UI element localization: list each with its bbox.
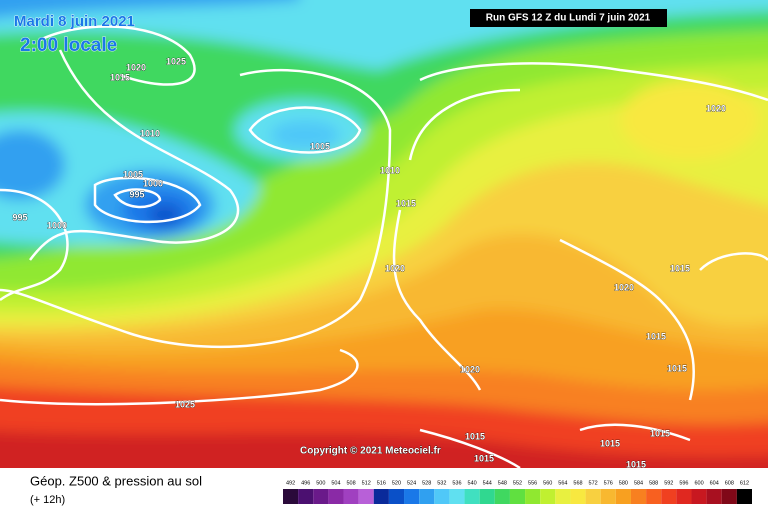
scale-swatch xyxy=(313,489,329,504)
scale-label: 588 xyxy=(649,480,658,486)
scale-swatch xyxy=(509,489,526,504)
scale-swatch xyxy=(630,489,647,504)
local-time: 2:00 locale xyxy=(20,35,117,56)
scale-swatch xyxy=(479,489,495,504)
scale-label: 560 xyxy=(543,480,552,486)
isobar-label: 1000 xyxy=(47,220,67,230)
isobar-label: 1025 xyxy=(166,56,186,66)
scale-swatch xyxy=(555,489,571,504)
scale-label: 508 xyxy=(346,480,355,486)
scale-swatch xyxy=(449,489,465,504)
copyright: Copyright © 2021 Meteociel.fr xyxy=(300,446,441,457)
scale-swatch xyxy=(691,489,707,504)
scale-label: 548 xyxy=(498,480,507,486)
scale-swatch xyxy=(585,489,601,504)
isobar-label: 1015 xyxy=(646,331,666,341)
isobar-label: 1010 xyxy=(380,165,400,175)
scale-swatch xyxy=(615,489,631,504)
scale-label: 496 xyxy=(301,480,310,486)
scale-swatch xyxy=(676,489,692,504)
scale-swatch xyxy=(373,489,389,504)
scale-swatch xyxy=(721,489,737,504)
isobar-label: 1020 xyxy=(706,103,726,113)
isobars xyxy=(0,25,768,468)
isobar-label: 995 xyxy=(129,189,144,199)
scale-swatch xyxy=(540,489,556,504)
scale-label: 596 xyxy=(679,480,688,486)
map-field xyxy=(0,0,768,468)
scale-label: 608 xyxy=(725,480,734,486)
scale-label: 572 xyxy=(589,480,598,486)
isobar-label: 1015 xyxy=(667,363,687,373)
scale-label: 584 xyxy=(634,480,643,486)
scale-label: 516 xyxy=(377,480,386,486)
scale-swatch xyxy=(404,489,420,504)
scale-label: 592 xyxy=(664,480,673,486)
scale-label: 552 xyxy=(513,480,522,486)
scale-swatch xyxy=(298,489,314,504)
isobar-label: 1020 xyxy=(614,282,634,292)
scale-label: 540 xyxy=(468,480,477,486)
scale-label: 492 xyxy=(286,480,295,486)
isobar-label: 1020 xyxy=(460,364,480,374)
scale-label: 544 xyxy=(483,480,492,486)
scale-label: 612 xyxy=(740,480,749,486)
footer-title: Géop. Z500 & pression au sol xyxy=(30,473,202,488)
isobar-label: 1015 xyxy=(626,459,646,469)
isobar-label: 1010 xyxy=(140,128,160,138)
scale-swatch xyxy=(464,489,480,504)
scale-label: 532 xyxy=(437,480,446,486)
isobar-label: 1015 xyxy=(474,453,494,463)
isobar-label: 1005 xyxy=(310,141,330,151)
isobar-label: 1015 xyxy=(650,428,670,438)
scale-swatch xyxy=(434,489,450,504)
scale-swatch xyxy=(661,489,677,504)
forecast-lead: (+ 12h) xyxy=(30,494,65,506)
scale-label: 528 xyxy=(422,480,431,486)
scale-label: 568 xyxy=(573,480,582,486)
run-info: Run GFS 12 Z du Lundi 7 juin 2021 xyxy=(486,13,651,24)
scale-label: 564 xyxy=(558,480,567,486)
scale-swatch xyxy=(706,489,722,504)
isobar-label: 1015 xyxy=(600,438,620,448)
scale-swatch xyxy=(525,489,541,504)
scale-label: 512 xyxy=(362,480,371,486)
isobar-label: 1015 xyxy=(670,263,690,273)
scale-label: 576 xyxy=(604,480,613,486)
scale-swatch xyxy=(736,489,752,504)
scale-label: 536 xyxy=(452,480,461,486)
isobar-label: 1025 xyxy=(175,399,195,409)
scale-label: 504 xyxy=(331,480,340,486)
run-box xyxy=(470,9,667,27)
scale-swatch xyxy=(388,489,405,504)
scale-swatch xyxy=(570,489,586,504)
scale-label: 520 xyxy=(392,480,401,486)
isobar-label: 1020 xyxy=(126,62,146,72)
isobar-label: 1015 xyxy=(396,198,416,208)
date: Mardi 8 juin 2021 xyxy=(14,13,135,30)
scale-swatch xyxy=(419,489,435,504)
scale-label: 524 xyxy=(407,480,416,486)
scale-swatch xyxy=(358,489,374,504)
isobar-label: 1005 xyxy=(123,169,143,179)
scale-swatch xyxy=(328,489,344,504)
isobar-label: 1015 xyxy=(110,72,130,82)
scale-swatch xyxy=(343,489,359,504)
scale-label: 600 xyxy=(694,480,703,486)
scale-label: 556 xyxy=(528,480,537,486)
scale-label: 500 xyxy=(316,480,325,486)
scale-swatch xyxy=(600,489,616,504)
isobar-label: 995 xyxy=(12,212,27,222)
scale-label: 580 xyxy=(619,480,628,486)
scale-swatch xyxy=(283,489,299,504)
scale-swatch xyxy=(494,489,510,504)
isobar-label: 1000 xyxy=(143,178,163,188)
scale-swatch xyxy=(646,489,662,504)
isobar-label: 1015 xyxy=(465,431,485,441)
scale-label: 604 xyxy=(710,480,719,486)
isobar-label: 1020 xyxy=(385,263,405,273)
